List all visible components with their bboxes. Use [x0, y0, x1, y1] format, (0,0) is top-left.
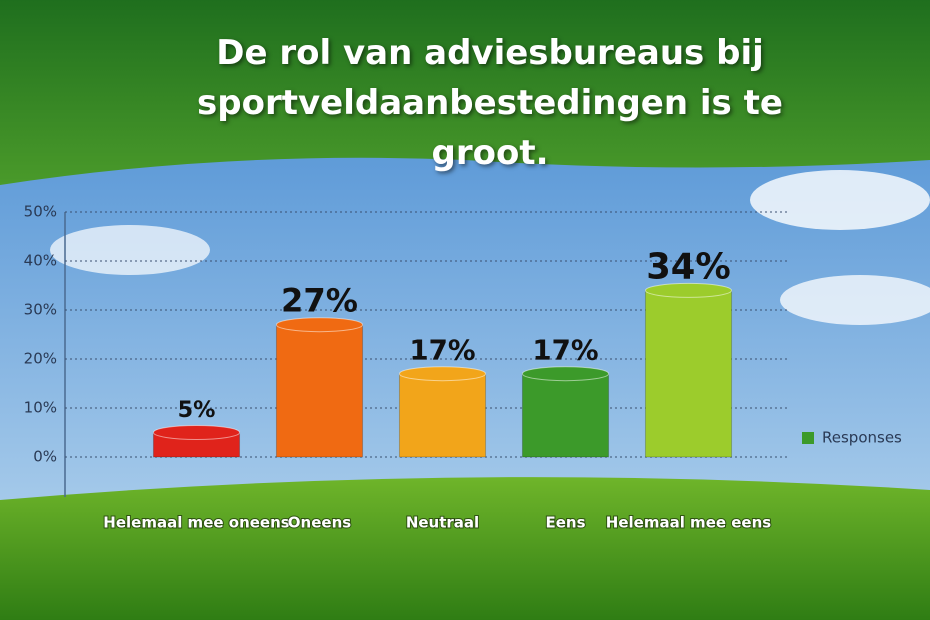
- bar: [398, 373, 487, 458]
- bar-top: [398, 366, 487, 382]
- cloud: [750, 170, 930, 230]
- y-tick-label: 40%: [24, 252, 57, 270]
- x-tick-label: Oneens: [288, 514, 351, 532]
- bar-top: [521, 366, 610, 382]
- bar-top: [275, 317, 364, 333]
- x-tick-label: Helemaal mee oneens: [103, 514, 289, 532]
- value-label: 17%: [532, 334, 598, 367]
- grass: [0, 477, 930, 620]
- value-label: 17%: [409, 334, 475, 367]
- x-tick-label: Helemaal mee eens: [606, 514, 772, 532]
- y-tick-label: 50%: [24, 203, 57, 221]
- y-tick-label: 0%: [33, 448, 57, 466]
- y-tick-label: 20%: [24, 350, 57, 368]
- bar-top: [644, 282, 733, 298]
- cloud: [50, 225, 210, 275]
- legend-swatch: [802, 432, 814, 444]
- bar: [521, 373, 610, 458]
- bar-top: [152, 425, 241, 440]
- bar: [644, 289, 733, 458]
- x-tick-label: Neutraal: [406, 514, 479, 532]
- y-tick-label: 10%: [24, 399, 57, 417]
- legend-label: Responses: [822, 429, 902, 447]
- cloud: [780, 275, 930, 325]
- x-tick-label: Eens: [545, 514, 585, 532]
- value-label: 5%: [178, 397, 216, 423]
- banner: [0, 0, 930, 185]
- bar: [275, 324, 364, 458]
- value-label: 27%: [281, 282, 358, 320]
- chart-title: De rol van adviesbureaus bij sportveldaa…: [197, 33, 783, 173]
- y-tick-label: 30%: [24, 301, 57, 319]
- value-label: 34%: [646, 246, 731, 287]
